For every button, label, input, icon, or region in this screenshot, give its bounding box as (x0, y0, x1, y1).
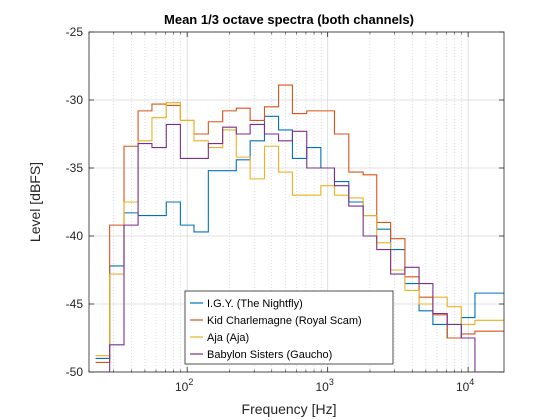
x-tick-label: 103 (315, 377, 333, 394)
x-tick-label-exponent: 4 (469, 377, 474, 387)
y-tick-label: -35 (66, 161, 84, 175)
series-line-3 (95, 102, 504, 357)
y-tick-label: -50 (66, 365, 84, 379)
x-tick-label: 102 (175, 377, 193, 394)
x-tick-label-base: 10 (175, 380, 189, 394)
series-line-4 (95, 123, 504, 372)
legend-label-4: Babylon Sisters (Gaucho) (207, 349, 332, 361)
legend-box (184, 290, 394, 365)
x-tick-label: 104 (456, 377, 474, 394)
x-tick-label-exponent: 2 (188, 377, 193, 387)
y-tick-label: -25 (66, 25, 84, 39)
legend: I.G.Y. (The Nightfly) Kid Charlemagne (Ro… (184, 290, 394, 365)
y-axis-label: Level [dBFS] (27, 162, 43, 242)
plot-area: 102 103 104-50-45-40-35-30-25I.G.Y. (The N… (66, 25, 505, 394)
x-tick-label-exponent: 3 (329, 377, 334, 387)
y-tick-label: -30 (66, 93, 84, 107)
legend-label-3: Aja (Aja) (207, 332, 249, 344)
y-tick-label: -45 (66, 297, 84, 311)
x-axis-label: Frequency [Hz] (242, 401, 337, 417)
chart-title: Mean 1/3 octave spectra (both channels) (164, 12, 414, 27)
x-tick-label-base: 10 (315, 380, 329, 394)
legend-label-2: Kid Charlemagne (Royal Scam) (207, 315, 362, 327)
legend-label-1: I.G.Y. (The Nightfly) (207, 298, 303, 310)
y-tick-label: -40 (66, 229, 84, 243)
x-tick-label-base: 10 (456, 380, 470, 394)
